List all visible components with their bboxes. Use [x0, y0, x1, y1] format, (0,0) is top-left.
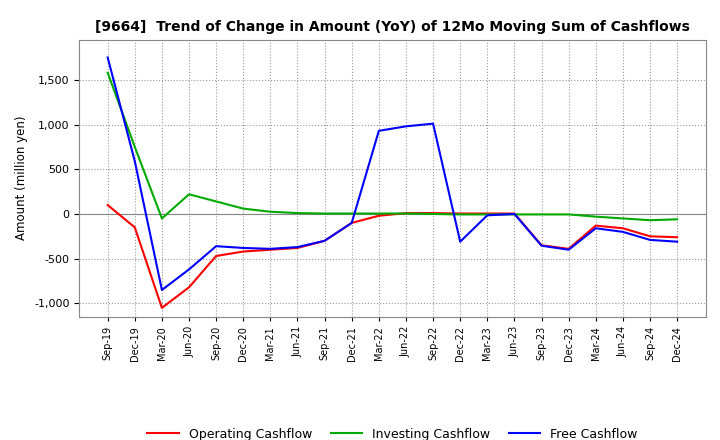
Operating Cashflow	[510, 211, 518, 216]
Investing Cashflow	[510, 212, 518, 217]
Investing Cashflow	[158, 216, 166, 221]
Operating Cashflow	[212, 253, 220, 259]
Line: Operating Cashflow: Operating Cashflow	[108, 205, 677, 308]
Operating Cashflow	[266, 247, 275, 253]
Line: Free Cashflow: Free Cashflow	[108, 58, 677, 290]
Investing Cashflow	[212, 199, 220, 204]
Investing Cashflow	[564, 212, 573, 217]
Free Cashflow	[510, 211, 518, 216]
Free Cashflow	[456, 239, 464, 244]
Operating Cashflow	[402, 210, 410, 216]
Operating Cashflow	[130, 225, 139, 230]
Free Cashflow	[320, 238, 329, 243]
Operating Cashflow	[591, 223, 600, 228]
Title: [9664]  Trend of Change in Amount (YoY) of 12Mo Moving Sum of Cashflows: [9664] Trend of Change in Amount (YoY) o…	[95, 20, 690, 34]
Operating Cashflow	[483, 211, 492, 216]
Free Cashflow	[158, 287, 166, 293]
Free Cashflow	[239, 246, 248, 251]
Free Cashflow	[348, 220, 356, 226]
Investing Cashflow	[266, 209, 275, 214]
Free Cashflow	[483, 213, 492, 218]
Investing Cashflow	[428, 211, 437, 216]
Investing Cashflow	[239, 206, 248, 211]
Operating Cashflow	[456, 211, 464, 216]
Investing Cashflow	[185, 192, 194, 197]
Investing Cashflow	[348, 211, 356, 216]
Operating Cashflow	[348, 220, 356, 226]
Free Cashflow	[564, 247, 573, 253]
Operating Cashflow	[158, 305, 166, 311]
Investing Cashflow	[618, 216, 627, 221]
Free Cashflow	[428, 121, 437, 126]
Operating Cashflow	[537, 242, 546, 248]
Free Cashflow	[212, 243, 220, 249]
Free Cashflow	[646, 237, 654, 242]
Investing Cashflow	[456, 212, 464, 217]
Free Cashflow	[537, 243, 546, 248]
Free Cashflow	[672, 239, 681, 244]
Investing Cashflow	[374, 211, 383, 216]
Operating Cashflow	[293, 246, 302, 251]
Operating Cashflow	[428, 210, 437, 216]
Operating Cashflow	[564, 246, 573, 252]
Operating Cashflow	[239, 249, 248, 254]
Investing Cashflow	[483, 212, 492, 217]
Free Cashflow	[293, 244, 302, 249]
Free Cashflow	[185, 267, 194, 272]
Investing Cashflow	[130, 144, 139, 150]
Line: Investing Cashflow: Investing Cashflow	[108, 73, 677, 220]
Operating Cashflow	[646, 234, 654, 239]
Free Cashflow	[130, 158, 139, 164]
Operating Cashflow	[374, 213, 383, 218]
Operating Cashflow	[618, 226, 627, 231]
Operating Cashflow	[185, 285, 194, 290]
Free Cashflow	[104, 55, 112, 60]
Investing Cashflow	[646, 218, 654, 223]
Free Cashflow	[402, 124, 410, 129]
Investing Cashflow	[320, 211, 329, 216]
Investing Cashflow	[591, 214, 600, 219]
Free Cashflow	[591, 226, 600, 231]
Y-axis label: Amount (million yen): Amount (million yen)	[15, 116, 28, 240]
Free Cashflow	[374, 128, 383, 133]
Operating Cashflow	[104, 202, 112, 208]
Operating Cashflow	[320, 238, 329, 243]
Investing Cashflow	[293, 210, 302, 216]
Operating Cashflow	[672, 235, 681, 240]
Free Cashflow	[266, 246, 275, 252]
Investing Cashflow	[104, 70, 112, 75]
Free Cashflow	[618, 229, 627, 235]
Investing Cashflow	[672, 216, 681, 222]
Investing Cashflow	[537, 212, 546, 217]
Legend: Operating Cashflow, Investing Cashflow, Free Cashflow: Operating Cashflow, Investing Cashflow, …	[143, 423, 642, 440]
Investing Cashflow	[402, 211, 410, 216]
